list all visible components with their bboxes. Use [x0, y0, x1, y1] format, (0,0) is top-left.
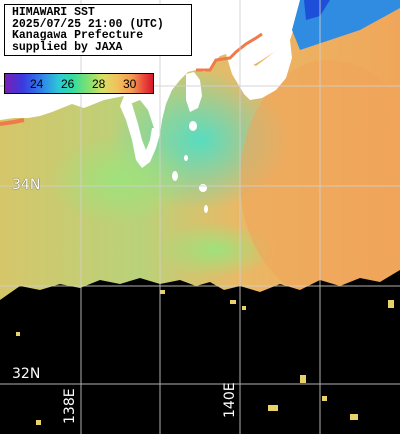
datetime-line: 2025/07/25 21:00 (UTC) [12, 17, 164, 31]
scale-label-28: 28 [92, 77, 106, 91]
coastal-warm-fringe [196, 32, 263, 72]
scattered-sst-pixels [16, 290, 394, 425]
region-line: Kanagawa Prefecture [12, 29, 144, 43]
lon-label-138e: 138E [62, 388, 78, 424]
no-data-area [0, 270, 400, 434]
title-box: HIMAWARI SST 2025/07/25 21:00 (UTC) Kana… [4, 4, 192, 56]
island-niijima [172, 171, 178, 181]
island-toshima [184, 155, 188, 161]
island-oshima [189, 121, 197, 131]
coastal-warm-fringe-west [0, 118, 25, 126]
cool-water-patch [50, 135, 190, 225]
land-izu-peninsula [120, 96, 160, 168]
supplier-line: supplied by JAXA [12, 40, 123, 54]
ne-deep-blue [304, 0, 330, 20]
scale-label-24: 24 [30, 77, 44, 91]
lon-label-140e: 140E [222, 382, 238, 418]
island-miyake [204, 205, 208, 213]
lat-label-34n: 34N [12, 177, 41, 193]
title-line: HIMAWARI SST [12, 6, 95, 19]
island-kozu [199, 184, 207, 192]
scale-label-26: 26 [61, 77, 75, 91]
cool-water-south [155, 222, 275, 278]
land-miura [186, 72, 202, 112]
land-boso-peninsula [226, 40, 292, 100]
color-scale-bar: 24 26 28 30 [4, 73, 154, 94]
lat-label-32n: 32N [12, 366, 41, 382]
scale-label-30: 30 [123, 77, 137, 91]
